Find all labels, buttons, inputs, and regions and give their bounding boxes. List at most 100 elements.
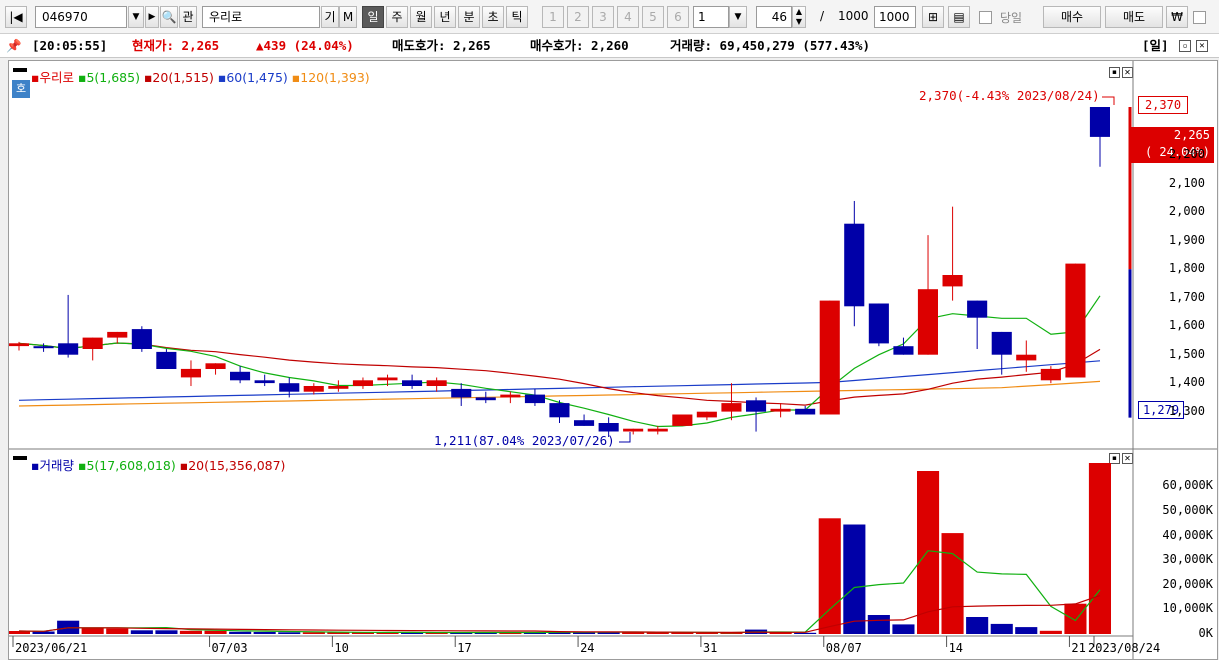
- volume-bar: [695, 632, 718, 634]
- legend-volume-name: 거래량: [39, 458, 74, 473]
- num-button-0[interactable]: 1: [542, 6, 564, 28]
- code-input[interactable]: 046970: [35, 6, 127, 28]
- date-tick-label: 08/07: [825, 641, 862, 655]
- ho-badge[interactable]: 호: [12, 80, 30, 98]
- candle-body: [402, 380, 423, 386]
- legend-ma5: 5(1,685): [86, 70, 140, 85]
- date-tick-label: 10: [334, 641, 349, 655]
- save-icon[interactable]: ▤: [948, 6, 970, 28]
- current-price-value: 2,265: [1173, 128, 1210, 142]
- buy-button[interactable]: 매수: [1043, 6, 1101, 28]
- period-button-6[interactable]: 틱: [506, 6, 528, 28]
- period-button-1[interactable]: 주: [386, 6, 408, 28]
- price-tick-label: 1,500: [1168, 346, 1205, 361]
- num-dropdown-icon[interactable]: ▼: [729, 6, 747, 28]
- close-icon[interactable]: ✕: [1196, 40, 1208, 52]
- num-button-2[interactable]: 3: [592, 6, 614, 28]
- info-change: ▲439 (24.04%): [256, 38, 354, 53]
- ki-button[interactable]: 기: [321, 6, 339, 28]
- candle-body: [58, 343, 79, 355]
- num-button-4[interactable]: 5: [642, 6, 664, 28]
- price-tick-label: 1,800: [1168, 261, 1205, 276]
- volume-tick-label: 40,000K: [1162, 527, 1213, 542]
- period-button-5[interactable]: 초: [482, 6, 504, 28]
- slash: /: [820, 9, 825, 23]
- candle-body: [352, 380, 373, 386]
- today-label: 당일: [1000, 11, 1023, 25]
- candle-body: [1016, 354, 1037, 361]
- pin-icon[interactable]: 📌: [6, 38, 22, 53]
- volume-bar: [966, 617, 989, 634]
- restore-icon[interactable]: ▫: [1179, 40, 1191, 52]
- volume-bar: [671, 632, 694, 634]
- candle-body: [1065, 263, 1086, 378]
- volume-tick-label: 20,000K: [1162, 576, 1213, 591]
- volume-bar: [32, 631, 55, 634]
- total-input[interactable]: 1000: [874, 6, 916, 28]
- chart-area: ▪우리로 ▪5(1,685) ▪20(1,515) ▪60(1,475) ▪12…: [8, 60, 1218, 660]
- low-annotation: 1,211(87.04% 2023/07/26): [434, 433, 615, 448]
- m-button[interactable]: M: [339, 6, 357, 28]
- option-checkbox[interactable]: [1193, 11, 1206, 24]
- pane-restore-icon[interactable]: ▪: [1109, 67, 1120, 78]
- volume-menu-icon[interactable]: [13, 456, 27, 460]
- candle-body: [623, 428, 644, 432]
- volume-bar: [499, 632, 522, 634]
- next-icon[interactable]: ▶: [145, 6, 159, 28]
- volume-bar: [573, 632, 596, 634]
- price-tick-label: 1,300: [1168, 403, 1205, 418]
- volume-bar: [720, 632, 743, 634]
- period-button-3[interactable]: 년: [434, 6, 456, 28]
- candle-body: [696, 411, 717, 418]
- volume-bar: [9, 631, 31, 634]
- volume-pane-restore-icon[interactable]: ▪: [1109, 453, 1120, 464]
- add-chart-icon[interactable]: ⊞: [922, 6, 944, 28]
- stock-name-field[interactable]: 우리로: [202, 6, 320, 28]
- num-button-1[interactable]: 2: [567, 6, 589, 28]
- volume-bar: [351, 632, 374, 634]
- num-button-5[interactable]: 6: [667, 6, 689, 28]
- sell-button[interactable]: 매도: [1105, 6, 1163, 28]
- candle-body: [500, 394, 521, 398]
- total-text: 1000: [838, 9, 869, 23]
- volume-bar: [376, 632, 399, 634]
- candle-body: [426, 380, 447, 386]
- candle-body: [844, 223, 865, 307]
- candle-body: [549, 403, 570, 418]
- search-icon[interactable]: 🔍: [160, 6, 178, 28]
- price-legend: ▪우리로 ▪5(1,685) ▪20(1,515) ▪60(1,475) ▪12…: [13, 67, 370, 86]
- num-select[interactable]: 1: [693, 6, 729, 28]
- candle-body: [9, 343, 29, 347]
- date-tick-label: 14: [948, 641, 964, 655]
- date-tick-label: 2023/08/24: [1088, 641, 1161, 655]
- period-button-0[interactable]: 일: [362, 6, 384, 28]
- menu-icon[interactable]: [13, 68, 27, 72]
- count-stepper[interactable]: ▲ ▼: [792, 6, 806, 28]
- legend-vol-ma20: 20(15,356,087): [188, 458, 286, 473]
- candle-body: [942, 275, 963, 287]
- today-checkbox[interactable]: [979, 11, 992, 24]
- count-input[interactable]: 46: [756, 6, 792, 28]
- volume-bar: [179, 630, 202, 634]
- num-button-3[interactable]: 4: [617, 6, 639, 28]
- candle-body: [156, 351, 177, 369]
- volume-bar: [1015, 627, 1038, 634]
- info-bid: 매수호가: 2,260: [530, 38, 629, 53]
- period-button-2[interactable]: 월: [410, 6, 432, 28]
- code-dropdown-icon[interactable]: ▼: [128, 6, 144, 28]
- period-button-4[interactable]: 분: [458, 6, 480, 28]
- first-icon[interactable]: |◀: [5, 6, 27, 28]
- volume-bar: [917, 471, 940, 634]
- date-tick-label: 31: [702, 641, 718, 655]
- candle-body: [647, 428, 668, 432]
- current-price-pct: ( 24.04%): [1144, 145, 1210, 159]
- won-button[interactable]: ₩: [1166, 6, 1188, 28]
- price-tick-label: 1,700: [1168, 289, 1205, 304]
- tip-icon[interactable]: 관: [179, 6, 197, 28]
- high-price-box: 2,370: [1138, 96, 1188, 114]
- date-tick-label: 2023/06/21: [15, 641, 88, 655]
- info-current-price: 현재가: 2,265: [132, 38, 220, 53]
- chart-svg: [9, 61, 1217, 659]
- volume-bar: [155, 630, 178, 634]
